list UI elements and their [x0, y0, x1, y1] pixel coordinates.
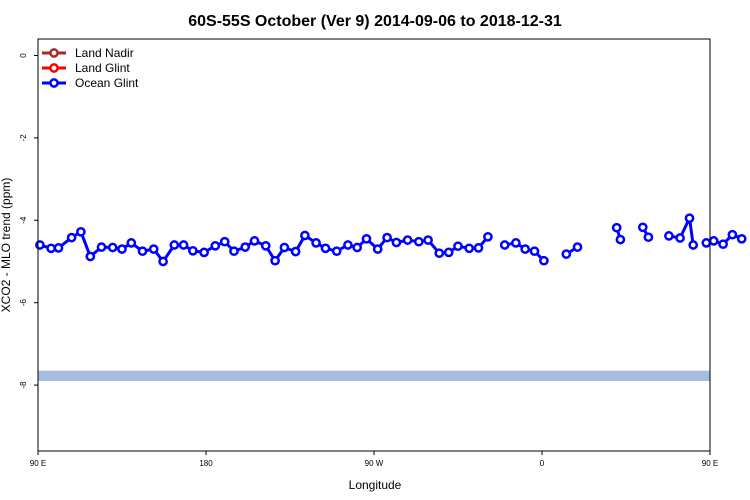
- x-tick-label: 90 W: [365, 459, 384, 468]
- data-point: [331, 246, 342, 257]
- legend-label: Land Glint: [75, 61, 130, 75]
- data-point: [53, 243, 64, 253]
- data-point: [229, 246, 239, 257]
- data-point: [643, 232, 654, 243]
- y-tick-label: 0: [19, 53, 28, 58]
- data-point: [511, 238, 521, 248]
- data-point: [148, 244, 159, 254]
- data-point: [199, 247, 209, 258]
- data-point: [443, 247, 454, 258]
- data-point: [279, 242, 290, 253]
- data-point: [727, 229, 738, 240]
- data-point: [66, 232, 77, 243]
- data-point: [76, 226, 86, 237]
- y-axis-title: XCO2 - MLO trend (ppm): [0, 178, 13, 313]
- data-point: [736, 233, 747, 244]
- data-point: [320, 243, 331, 254]
- data-point: [391, 237, 402, 248]
- data-point: [46, 243, 56, 254]
- data-point: [372, 244, 383, 254]
- reference-band: [38, 370, 710, 381]
- legend-marker: [49, 63, 59, 73]
- x-tick-label: 180: [199, 459, 213, 468]
- data-point: [539, 255, 549, 266]
- data-point: [701, 238, 712, 248]
- data-point: [137, 246, 148, 257]
- data-point: [473, 243, 484, 253]
- data-point: [361, 233, 372, 244]
- data-point: [611, 222, 622, 233]
- y-tick-label: -4: [19, 216, 28, 224]
- data-point: [35, 240, 45, 250]
- y-tick-label: -8: [19, 381, 28, 389]
- data-point: [117, 244, 127, 254]
- x-axis-title: Longitude: [349, 478, 402, 492]
- data-point: [290, 246, 301, 257]
- x-tick-label: 0: [540, 459, 545, 468]
- data-point: [126, 238, 137, 248]
- data-point: [210, 240, 221, 251]
- data-point: [178, 240, 189, 250]
- data-point: [423, 235, 433, 245]
- data-point: [188, 245, 198, 256]
- data-point: [684, 213, 695, 224]
- x-tick-label: 90 E: [702, 459, 718, 468]
- data-point: [529, 246, 540, 257]
- data-point: [434, 248, 445, 259]
- data-point: [637, 222, 648, 233]
- data-point: [718, 239, 728, 250]
- data-point: [615, 234, 626, 245]
- data-point: [158, 256, 168, 267]
- data-point: [300, 230, 310, 241]
- data-point: [688, 240, 699, 250]
- data-point: [453, 241, 463, 252]
- series-line: [668, 216, 695, 246]
- data-point: [107, 242, 118, 253]
- legend-label: Land Nadir: [75, 46, 134, 60]
- data-point: [464, 243, 475, 254]
- x-tick-label: 90 E: [30, 459, 46, 468]
- data-point: [219, 236, 230, 247]
- data-point: [260, 240, 271, 251]
- legend-label: Ocean Glint: [75, 76, 139, 90]
- data-point: [708, 236, 719, 246]
- data-point: [169, 240, 180, 250]
- data-point: [85, 251, 96, 262]
- data-point: [270, 255, 280, 266]
- y-tick-label: -6: [19, 299, 28, 307]
- data-point: [664, 231, 674, 241]
- data-point: [402, 235, 413, 245]
- data-point: [572, 242, 583, 252]
- data-point: [520, 244, 531, 254]
- data-point: [96, 242, 107, 252]
- data-point: [382, 232, 392, 243]
- data-point: [240, 242, 251, 252]
- chart-title: 60S-55S October (Ver 9) 2014-09-06 to 20…: [188, 13, 562, 30]
- legend-marker: [49, 48, 59, 58]
- data-point: [343, 240, 353, 250]
- data-point: [499, 240, 510, 250]
- data-point: [311, 238, 321, 248]
- legend-marker: [49, 78, 59, 88]
- data-point: [352, 242, 363, 253]
- data-point: [413, 236, 424, 247]
- data-point: [483, 231, 493, 242]
- data-point: [561, 249, 572, 259]
- data-point: [249, 236, 260, 246]
- y-tick-label: -2: [19, 134, 28, 142]
- data-point: [675, 233, 685, 243]
